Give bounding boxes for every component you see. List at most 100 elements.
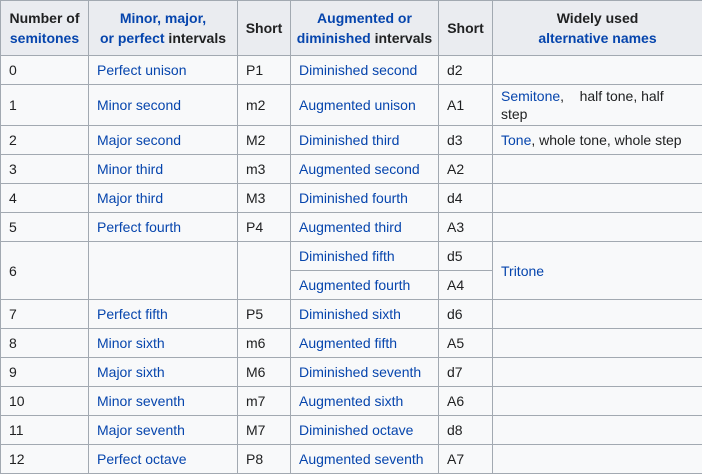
alt-names-text: , whole tone, whole step [531, 132, 681, 148]
semitones-cell: 9 [1, 358, 89, 387]
augdim-link[interactable]: Diminished fourth [299, 190, 408, 206]
alt-names-cell [493, 445, 702, 474]
augdim-link[interactable]: Augmented fifth [299, 335, 397, 351]
header-text-widely-used: Widely used [557, 10, 639, 26]
short-cell: M7 [238, 416, 291, 445]
augdim-link[interactable]: Augmented unison [299, 97, 416, 113]
augdim-cell: Augmented fifth [291, 329, 439, 358]
augdim-link[interactable]: Augmented third [299, 219, 402, 235]
augdim-cell: Diminished fifth [291, 242, 439, 271]
alt-names-cell: Semitone, half tone, half step [493, 85, 702, 126]
augmented-or-link[interactable]: Augmented or [317, 10, 412, 26]
table-row-2: 2 Major second M2 Diminished third d3 To… [1, 126, 702, 155]
augdim-link[interactable]: Augmented sixth [299, 393, 403, 409]
semitones-cell: 4 [1, 184, 89, 213]
header-text-intervals: intervals [371, 30, 432, 46]
short-cell: M6 [238, 358, 291, 387]
table-row-0: 0 Perfect unison P1 Diminished second d2 [1, 56, 702, 85]
interval-link[interactable]: Perfect unison [97, 62, 187, 78]
col-header-augmented-diminished: Augmented or diminished intervals [291, 1, 439, 56]
semitones-cell: 3 [1, 155, 89, 184]
table-row-3: 3 Minor third m3 Augmented second A2 [1, 155, 702, 184]
header-text-number-of: Number of [10, 10, 80, 26]
interval-cell-empty [89, 242, 238, 300]
short-cell: m7 [238, 387, 291, 416]
short-cell: d6 [439, 300, 493, 329]
semitones-cell: 2 [1, 126, 89, 155]
short-cell: A7 [439, 445, 493, 474]
interval-link[interactable]: Perfect fourth [97, 219, 181, 235]
augdim-link[interactable]: Augmented seventh [299, 451, 424, 467]
interval-cell: Major third [89, 184, 238, 213]
augdim-cell: Augmented second [291, 155, 439, 184]
short-cell: A5 [439, 329, 493, 358]
interval-link[interactable]: Minor seventh [97, 393, 185, 409]
table-row-10: 10 Minor seventh m7 Augmented sixth A6 [1, 387, 702, 416]
interval-link[interactable]: Major second [97, 132, 181, 148]
semitones-cell: 6 [1, 242, 89, 300]
short-cell: m3 [238, 155, 291, 184]
augdim-cell: Diminished seventh [291, 358, 439, 387]
alt-names-cell [493, 387, 702, 416]
augdim-link[interactable]: Diminished seventh [299, 364, 421, 380]
alt-names-cell: Tone, whole tone, whole step [493, 126, 702, 155]
minor-major-link[interactable]: Minor, major, [120, 10, 206, 26]
alt-names-cell [493, 329, 702, 358]
interval-cell: Perfect fourth [89, 213, 238, 242]
short-cell: d2 [439, 56, 493, 85]
augdim-link[interactable]: Augmented second [299, 161, 420, 177]
augdim-link[interactable]: Augmented fourth [299, 277, 410, 293]
interval-cell: Minor third [89, 155, 238, 184]
tritone-link[interactable]: Tritone [501, 263, 544, 279]
interval-link[interactable]: Major sixth [97, 364, 165, 380]
short-cell: P1 [238, 56, 291, 85]
augdim-link[interactable]: Diminished second [299, 62, 417, 78]
header-row: Number of semitones Minor, major, or per… [1, 1, 702, 56]
alt-names-cell [493, 184, 702, 213]
interval-link[interactable]: Minor third [97, 161, 163, 177]
short-cell: M2 [238, 126, 291, 155]
alternative-names-link[interactable]: alternative names [538, 30, 656, 46]
or-perfect-link[interactable]: or perfect [100, 30, 165, 46]
interval-cell: Major second [89, 126, 238, 155]
augdim-link[interactable]: Diminished third [299, 132, 399, 148]
col-header-alternative-names: Widely used alternative names [493, 1, 702, 56]
alt-names-cell [493, 56, 702, 85]
semitones-link[interactable]: semitones [10, 30, 79, 46]
table-row-7: 7 Perfect fifth P5 Diminished sixth d6 [1, 300, 702, 329]
semitones-cell: 7 [1, 300, 89, 329]
interval-link[interactable]: Perfect octave [97, 451, 187, 467]
semitone-link[interactable]: Semitone [501, 88, 560, 104]
augdim-link[interactable]: Diminished sixth [299, 306, 401, 322]
augdim-cell: Diminished fourth [291, 184, 439, 213]
semitones-cell: 11 [1, 416, 89, 445]
semitones-cell: 1 [1, 85, 89, 126]
augdim-cell: Augmented fourth [291, 271, 439, 300]
augdim-cell: Augmented unison [291, 85, 439, 126]
interval-link[interactable]: Minor second [97, 97, 181, 113]
interval-link[interactable]: Perfect fifth [97, 306, 168, 322]
semitones-cell: 0 [1, 56, 89, 85]
short-cell: d7 [439, 358, 493, 387]
col-header-short-2: Short [439, 1, 493, 56]
interval-link[interactable]: Major third [97, 190, 163, 206]
interval-cell: Minor sixth [89, 329, 238, 358]
augdim-cell: Augmented third [291, 213, 439, 242]
augdim-cell: Diminished sixth [291, 300, 439, 329]
tone-link[interactable]: Tone [501, 132, 531, 148]
table-row-5: 5 Perfect fourth P4 Augmented third A3 [1, 213, 702, 242]
short-cell: A4 [439, 271, 493, 300]
short-cell: d4 [439, 184, 493, 213]
augdim-link[interactable]: Diminished octave [299, 422, 413, 438]
interval-link[interactable]: Major seventh [97, 422, 185, 438]
table-row-11: 11 Major seventh M7 Diminished octave d8 [1, 416, 702, 445]
interval-cell: Perfect octave [89, 445, 238, 474]
interval-link[interactable]: Minor sixth [97, 335, 165, 351]
augdim-link[interactable]: Diminished fifth [299, 248, 395, 264]
augdim-cell: Augmented sixth [291, 387, 439, 416]
diminished-link[interactable]: diminished [297, 30, 371, 46]
interval-cell: Minor second [89, 85, 238, 126]
short-cell: m6 [238, 329, 291, 358]
interval-cell: Major sixth [89, 358, 238, 387]
